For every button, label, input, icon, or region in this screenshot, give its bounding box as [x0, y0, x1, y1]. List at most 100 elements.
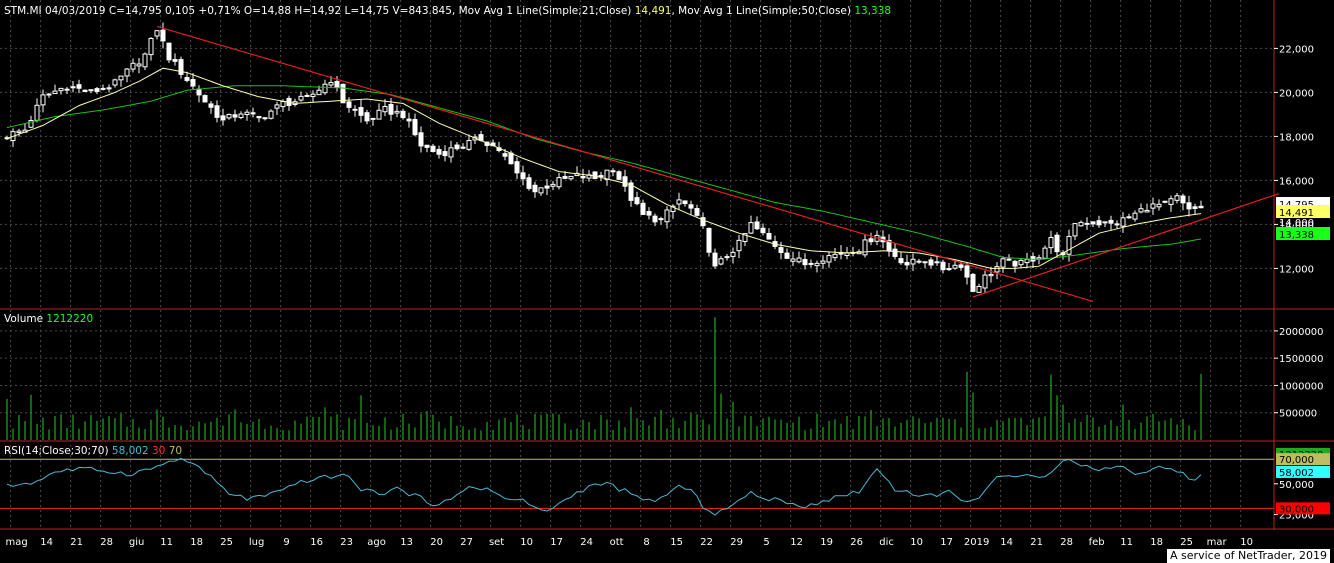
rsi-tag [1276, 502, 1330, 515]
ma21-value: 14,491 [634, 5, 672, 17]
candle-body [1144, 209, 1150, 213]
candle-body [154, 30, 160, 37]
rsi-tag [1276, 453, 1330, 466]
candle-body [166, 42, 172, 61]
x-tick-label: 15 [670, 537, 683, 548]
x-tick-label: 18 [1150, 537, 1163, 548]
candle-body [400, 110, 406, 119]
rsi-tag [1276, 465, 1330, 478]
price-tick-label: 18,000 [1279, 132, 1314, 143]
candle-body [1180, 195, 1186, 204]
candle-body [826, 255, 832, 263]
candle-body [808, 262, 814, 265]
candle-body [1048, 236, 1054, 249]
x-tick-label: 10 [910, 537, 923, 548]
candle-body [46, 93, 52, 96]
candle-body [418, 132, 424, 147]
price-header: STM.MI 04/03/2019 C=14,795 0,105 +0,71% … [4, 5, 891, 17]
candle-body [244, 111, 250, 116]
candle-body [178, 59, 184, 75]
x-tick-label: 11 [160, 537, 173, 548]
price-tick-label: 12,000 [1279, 264, 1314, 275]
candle-body [502, 153, 508, 157]
candle-body [1102, 221, 1108, 224]
candle-body [184, 77, 190, 81]
candle-body [1078, 221, 1084, 227]
volume-label: Volume [4, 313, 47, 325]
x-tick-label: 21 [70, 537, 83, 548]
candle-body [928, 259, 934, 266]
candle-body [784, 252, 790, 259]
candle-body [634, 197, 640, 205]
rsi-line [6, 457, 1202, 516]
x-tick-label: 10 [520, 537, 533, 548]
candle-body [988, 273, 994, 277]
candle-body [274, 104, 280, 109]
x-tick-label: mag [5, 537, 27, 548]
candle-body [964, 265, 970, 278]
price-tick-label: 22,000 [1279, 44, 1314, 55]
x-tick-label: 5 [763, 537, 769, 548]
candle-body [592, 171, 598, 180]
x-tick-label: 14 [40, 537, 53, 548]
candle-body [160, 29, 166, 42]
candle-body [916, 260, 922, 263]
candle-body [1138, 208, 1144, 213]
candle-body [514, 161, 520, 174]
x-tick-label: 17 [940, 537, 953, 548]
volume-tick-label: 500000 [1279, 409, 1317, 420]
candle-body [898, 258, 904, 264]
candle-body [628, 182, 634, 201]
rsi-tag-text: 58,002 [1279, 468, 1314, 479]
candle-body [802, 259, 808, 266]
candle-body [148, 37, 154, 56]
candle-body [370, 117, 376, 120]
candle-body [388, 103, 394, 115]
candle-body [64, 88, 70, 91]
candle-body [298, 95, 304, 101]
x-tick-label: 28 [100, 537, 113, 548]
x-tick-label: 25 [220, 537, 233, 548]
candle-body [340, 83, 346, 104]
candle-body [940, 261, 946, 271]
rsi-value: 58,002 [111, 445, 149, 457]
candle-body [442, 151, 448, 157]
candle-body [460, 146, 466, 149]
candle-body [952, 264, 958, 269]
volume-tick-label: 2000000 [1279, 327, 1324, 338]
candle-body [616, 171, 622, 180]
candle-body [526, 177, 532, 189]
candle-body [1024, 258, 1030, 264]
candle-body [1162, 200, 1168, 203]
ma21-label: Mov Avg 1 Line(Simple;21;Close) [458, 5, 635, 17]
candle-body [1198, 205, 1204, 209]
candle-body [796, 257, 802, 263]
candle-body [742, 233, 748, 243]
price-tag [1276, 227, 1330, 240]
x-tick-label: 18 [190, 537, 203, 548]
candle-body [676, 199, 682, 205]
candle-body [910, 258, 916, 265]
candle-body [70, 86, 76, 89]
x-tick-label: 13 [400, 537, 413, 548]
x-tick-label: 11 [1120, 537, 1133, 548]
candle-body [1168, 198, 1174, 205]
candle-body [394, 110, 400, 114]
candle-body [508, 152, 514, 165]
candle-body [382, 105, 388, 113]
candle-body [754, 221, 760, 230]
x-tick-label: 2019 [964, 537, 989, 548]
candle-body [1150, 203, 1156, 209]
rsi-tag-text: 30,000 [1279, 504, 1314, 515]
rsi-tick-label: 25,000 [1279, 510, 1314, 521]
candle-body [88, 89, 94, 92]
candle-body [766, 233, 772, 240]
candle-body [1054, 234, 1060, 253]
x-tick-label: 17 [550, 537, 563, 548]
candle-body [304, 94, 310, 97]
candle-body [424, 144, 430, 148]
candle-body [448, 147, 454, 158]
candle-body [310, 93, 316, 98]
candle-body [364, 112, 370, 122]
